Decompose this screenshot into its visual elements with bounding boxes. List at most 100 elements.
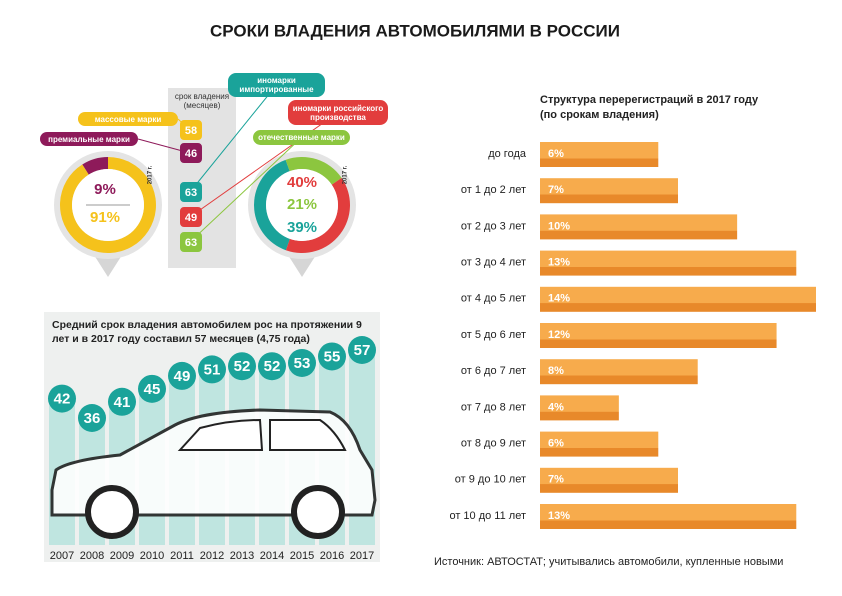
year-label: 2017 г.: [343, 165, 349, 184]
column-marker: [258, 352, 286, 381]
donut-label: 39%: [287, 219, 317, 236]
donut-segment: [285, 177, 351, 254]
column-value: 41: [114, 394, 131, 411]
column-marker: [348, 336, 376, 364]
category-label: премиальные марки: [40, 132, 138, 146]
column-value: 45: [144, 381, 161, 398]
donut-segment: [82, 157, 108, 175]
donut-label: 91%: [90, 209, 120, 226]
donut-segment: [254, 159, 290, 251]
x-tick-label: 2008: [80, 550, 104, 562]
car-windows: [177, 418, 347, 451]
car-wheel: [291, 485, 345, 539]
column-value: 55: [324, 348, 341, 365]
y-tick-label: от 9 до 10 лет: [455, 474, 526, 486]
bar: [540, 286, 816, 312]
donut-segment: [285, 157, 342, 185]
column-title: Средний срок владения автомобилем рос на…: [52, 319, 362, 345]
column-marker: [198, 355, 226, 384]
month-fill: [181, 183, 201, 201]
month-value: 49: [185, 212, 197, 224]
value-label: 7%: [548, 184, 564, 196]
page-title: СРОКИ ВЛАДЕНИЯ АВТОМОБИЛЯМИ В РОССИИ: [210, 21, 620, 40]
y-tick-label: до года: [488, 148, 527, 160]
value-label: 14%: [548, 293, 570, 305]
month-value: 63: [185, 237, 197, 249]
bar: [540, 142, 659, 167]
value-label: 10%: [548, 220, 570, 232]
column-value: 51: [204, 361, 221, 378]
category-label: массовые марки: [78, 112, 178, 126]
x-tick-label: 2013: [230, 550, 254, 562]
y-tick-label: от 10 до 11 лет: [449, 510, 526, 522]
value-label: 13%: [548, 510, 570, 522]
column-marker: [78, 404, 106, 432]
x-tick-label: 2016: [320, 550, 344, 562]
y-tick-label: от 8 до 9 лет: [461, 438, 526, 450]
column-marker: [318, 342, 346, 371]
value-label: 6%: [548, 438, 564, 450]
column-marker: [228, 352, 256, 381]
column-marker: [288, 348, 316, 377]
y-tick-label: от 6 до 7 лет: [461, 365, 526, 377]
y-tick-label: от 2 до 3 лет: [461, 220, 526, 232]
value-label: 13%: [548, 257, 570, 269]
x-tick-label: 2012: [200, 550, 224, 562]
month-value: 46: [185, 148, 197, 160]
x-tick-label: 2009: [110, 550, 134, 562]
x-tick-label: 2010: [140, 550, 164, 562]
column-value: 52: [234, 358, 251, 375]
bar: [540, 395, 619, 421]
bar: [540, 178, 678, 204]
bar: [540, 359, 698, 385]
leader-line: [189, 84, 277, 193]
column-marker: [48, 384, 76, 413]
source: Источник: АВТОСТАТ; учитывались автомоби…: [434, 556, 783, 568]
value-label: 8%: [548, 365, 564, 377]
column-marker: [168, 361, 196, 390]
y-tick-label: от 3 до 4 лет: [461, 257, 526, 269]
hbar-subtitle: (по срокам владения): [540, 109, 659, 121]
column-value: 42: [54, 391, 71, 408]
column-marker: [108, 387, 136, 416]
donut-label: 40%: [287, 174, 317, 191]
x-tick-label: 2015: [290, 550, 314, 562]
bar: [540, 504, 797, 529]
value-label: 6%: [548, 148, 564, 160]
bar: [540, 323, 777, 348]
value-label: 4%: [548, 401, 564, 413]
bar: [540, 214, 738, 240]
pin-tail: [94, 255, 122, 277]
value-label: 12%: [548, 329, 570, 341]
category-label: иномарки импортированные: [228, 73, 325, 97]
bar: [540, 467, 678, 493]
month-value: 58: [185, 125, 197, 137]
y-tick-label: от 5 до 6 лет: [461, 329, 526, 341]
leader-line: [189, 112, 339, 218]
year-label: 2017 г.: [148, 165, 154, 184]
donut-hole: [266, 169, 338, 241]
pin-tail: [288, 255, 316, 277]
value-label: 7%: [548, 474, 564, 486]
column-value: 49: [174, 368, 191, 385]
x-tick-label: 2007: [50, 550, 74, 562]
y-tick-label: от 1 до 2 лет: [461, 184, 526, 196]
month-fill: [181, 233, 201, 251]
donut-label: 9%: [94, 181, 116, 198]
month-fill: [181, 144, 201, 162]
month-fill: [181, 121, 201, 139]
x-tick-label: 2011: [170, 550, 194, 562]
x-tick-label: 2017: [350, 550, 374, 562]
column-value: 52: [264, 358, 281, 375]
car-wheel: [85, 485, 139, 539]
category-label: иномарки российского производства: [288, 100, 388, 125]
x-tick-label: 2014: [260, 550, 284, 562]
column-value: 36: [84, 410, 101, 427]
bar: [540, 250, 797, 276]
category-label: отечественные марки: [253, 130, 350, 145]
month-fill: [181, 208, 201, 226]
column-value: 57: [354, 342, 371, 359]
donut-label: 21%: [287, 196, 317, 213]
y-tick-label: от 7 до 8 лет: [461, 401, 526, 413]
